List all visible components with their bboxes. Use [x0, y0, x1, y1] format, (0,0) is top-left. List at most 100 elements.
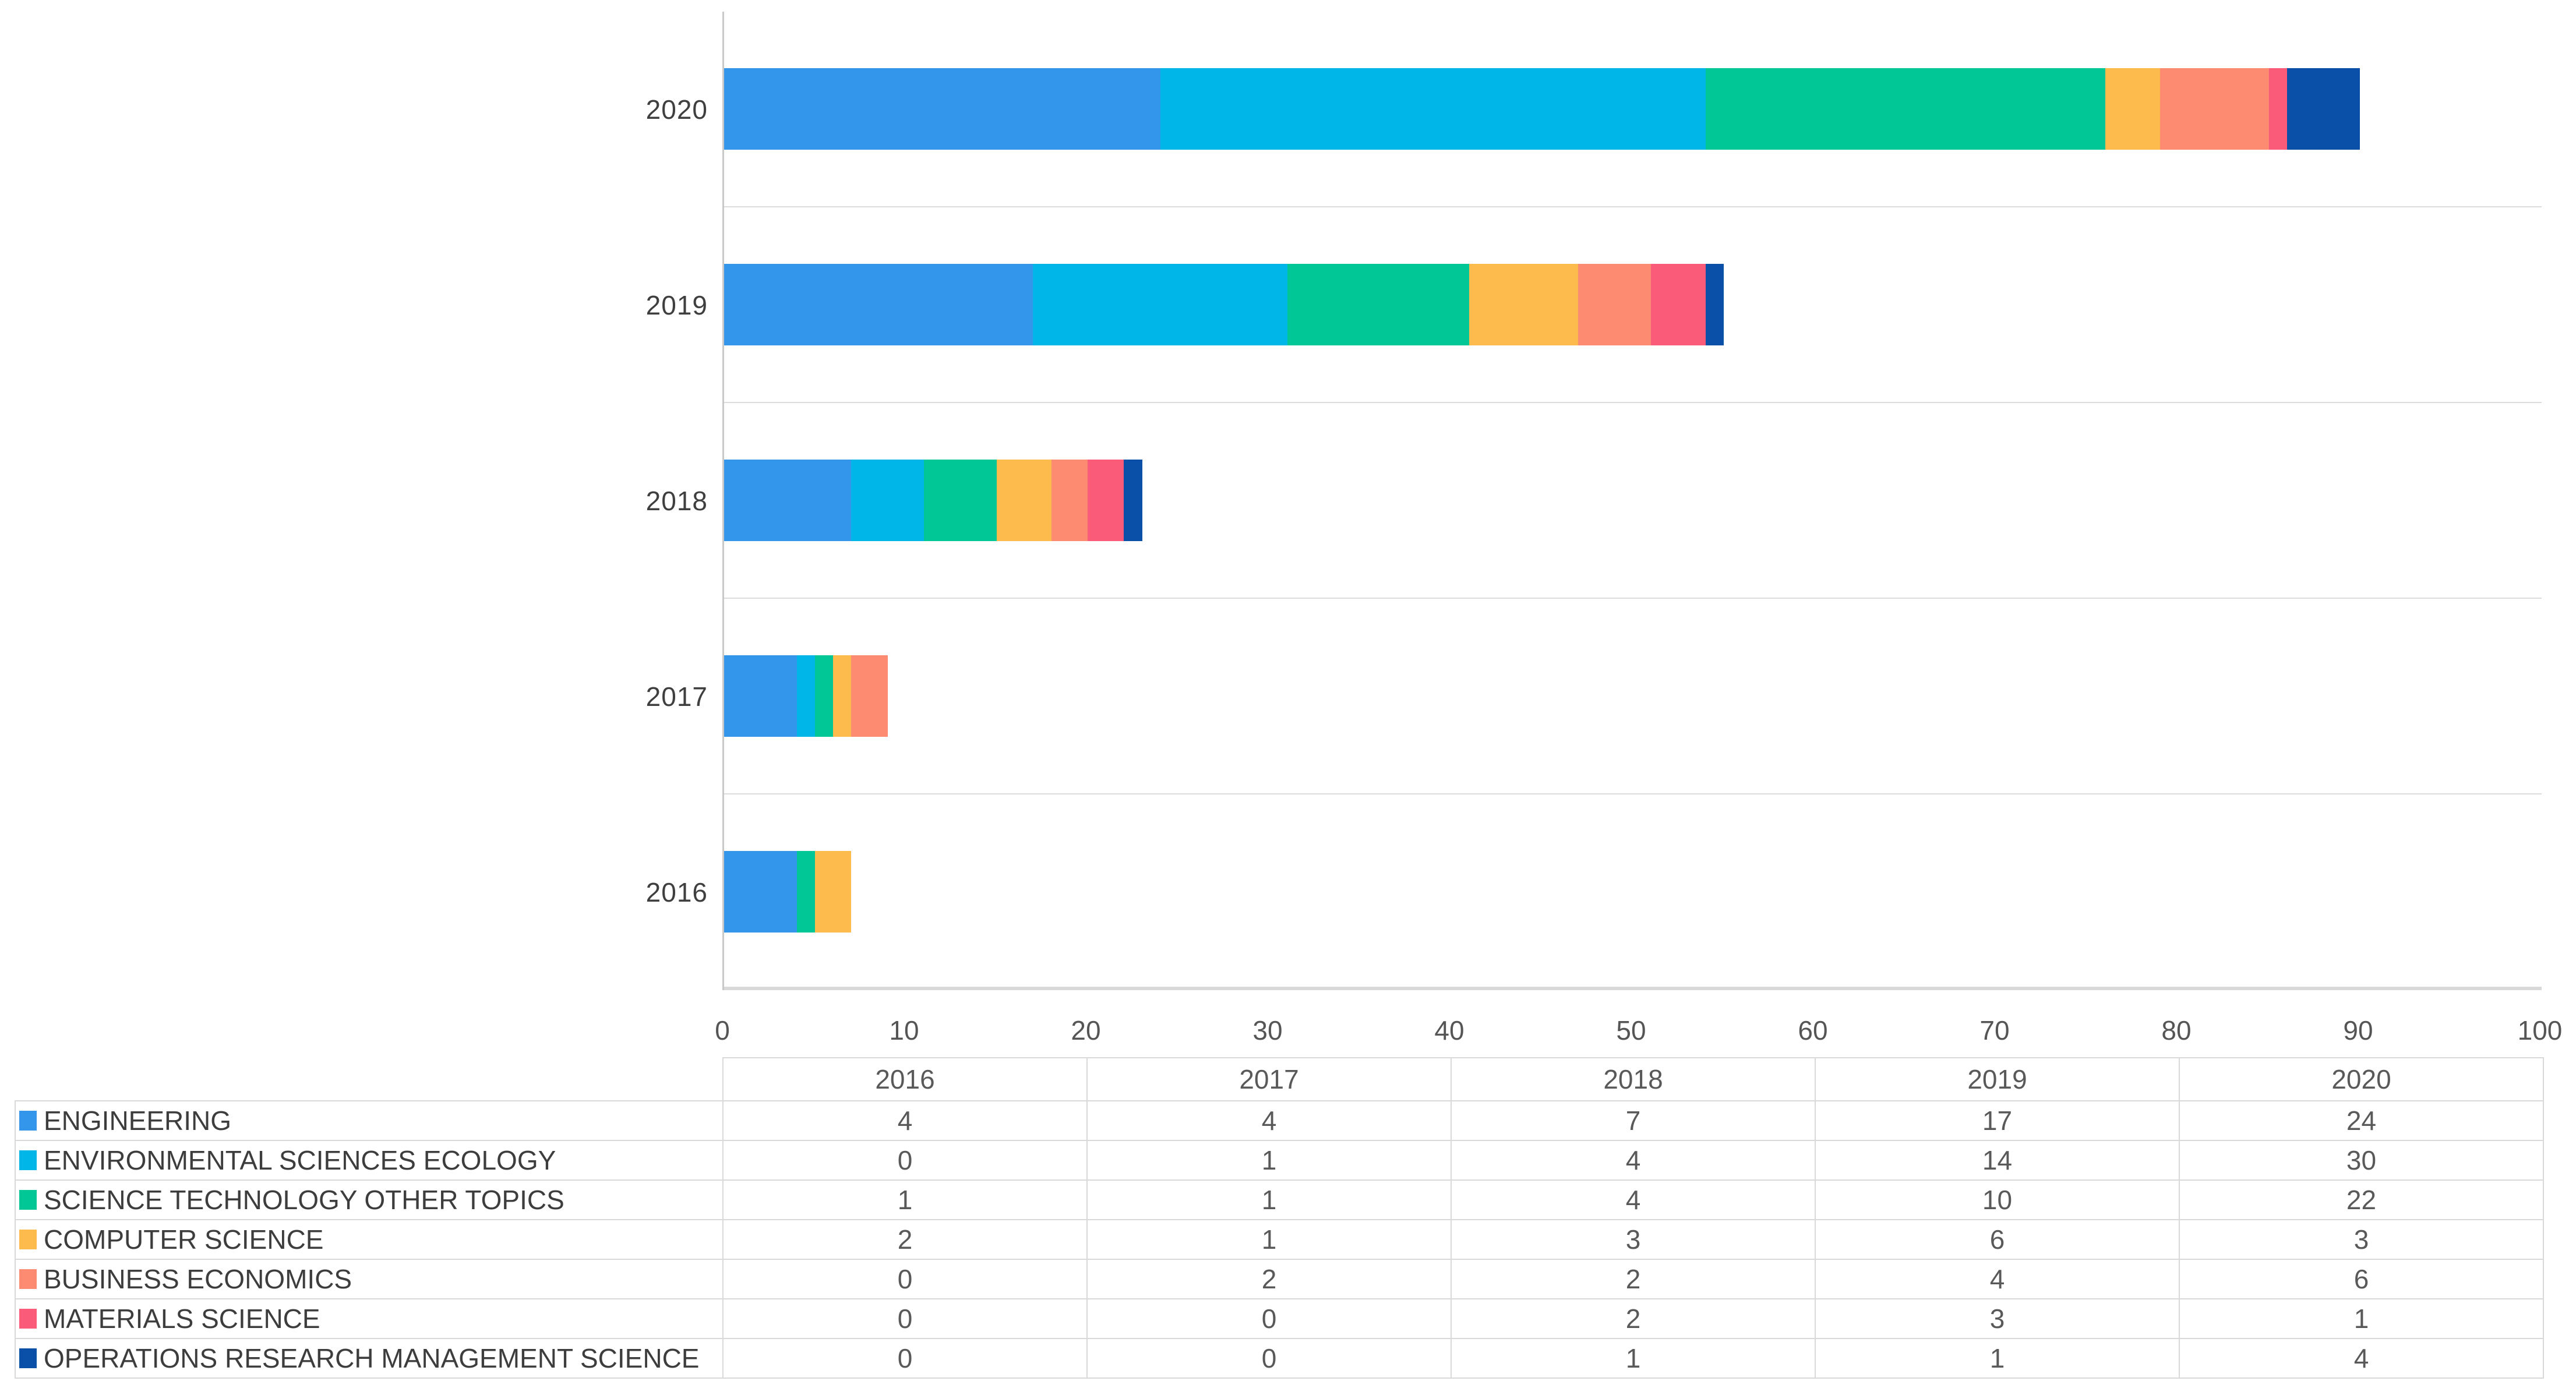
legend-label-text-engineering: ENGINEERING — [44, 1105, 232, 1136]
legend-label-text-science-technology-other-topics: SCIENCE TECHNOLOGY OTHER TOPICS — [44, 1185, 564, 1215]
table-row-operations-research-management-science: OPERATIONS RESEARCH MANAGEMENT SCIENCE 0 0… — [15, 1338, 2544, 1379]
table-cell-engineering-2019: 17 — [1815, 1100, 2180, 1141]
x-axis-tick-50: 50 — [1616, 1015, 1646, 1046]
table-cell-science-technology-other-topics-2017: 1 — [1086, 1179, 1452, 1220]
chart-row-2016 — [724, 794, 2542, 990]
table-cell-computer-science-2019: 6 — [1815, 1219, 2180, 1260]
legend-swatch-science-technology-other-topics — [19, 1190, 37, 1210]
legend-entry-computer-science: COMPUTER SCIENCE — [16, 1224, 722, 1255]
x-axis-tick-70: 70 — [1979, 1015, 2010, 1046]
legend-label-cell-environmental-sciences-ecology: ENVIRONMENTAL SCIENCES ECOLOGY — [15, 1140, 724, 1181]
bar-segment-2020-environmental-sciences-ecology — [1160, 68, 1706, 150]
table-cell-operations-research-management-science-2017: 0 — [1086, 1338, 1452, 1379]
bar-segment-2018-operations-research-management-science — [1124, 460, 1142, 541]
bar-segment-2019-science-technology-other-topics — [1287, 264, 1470, 345]
legend-label-text-computer-science: COMPUTER SCIENCE — [44, 1224, 324, 1255]
chart-row-2019 — [724, 207, 2542, 403]
legend-entry-environmental-sciences-ecology: ENVIRONMENTAL SCIENCES ECOLOGY — [16, 1145, 722, 1176]
x-axis-tick-40: 40 — [1434, 1015, 1465, 1046]
chart-row-2018 — [724, 403, 2542, 599]
table-cell-operations-research-management-science-2016: 0 — [722, 1338, 1088, 1379]
table-body: ENGINEERING 4 4 7 17 24 ENVIRONMENTAL SCIENCES… — [15, 1100, 2544, 1379]
legend-label-cell-operations-research-management-science: OPERATIONS RESEARCH MANAGEMENT SCIENCE — [15, 1338, 724, 1379]
bar-segment-2018-environmental-sciences-ecology — [851, 460, 924, 541]
table-header-row: 2016 2017 2018 2019 2020 — [15, 1057, 2544, 1101]
table-cell-computer-science-2020: 3 — [2179, 1219, 2544, 1260]
legend-label-cell-computer-science: COMPUTER SCIENCE — [15, 1219, 724, 1260]
table-row-environmental-sciences-ecology: ENVIRONMENTAL SCIENCES ECOLOGY 0 1 4 14 30 — [15, 1140, 2544, 1181]
bar-segment-2018-engineering — [724, 460, 852, 541]
chart-row-2017 — [724, 599, 2542, 794]
table-header-2018: 2018 — [1451, 1057, 1816, 1101]
legend-swatch-operations-research-management-science — [19, 1348, 37, 1368]
bar-segment-2019-operations-research-management-science — [1705, 264, 1724, 345]
bar-segment-2020-computer-science — [2105, 68, 2160, 150]
table-cell-business-economics-2018: 2 — [1451, 1259, 1816, 1299]
table-cell-environmental-sciences-ecology-2020: 30 — [2179, 1140, 2544, 1181]
bar-segment-2018-science-technology-other-topics — [924, 460, 997, 541]
table-header-2019: 2019 — [1815, 1057, 2180, 1101]
table-cell-computer-science-2016: 2 — [722, 1219, 1088, 1260]
table-cell-engineering-2016: 4 — [722, 1100, 1088, 1141]
table-cell-materials-science-2017: 0 — [1086, 1298, 1452, 1339]
x-axis-tick-0: 0 — [715, 1015, 730, 1046]
legend-swatch-computer-science — [19, 1230, 37, 1249]
y-axis-label-2020: 2020 — [645, 94, 708, 125]
x-axis-tick-60: 60 — [1798, 1015, 1828, 1046]
table-row-engineering: ENGINEERING 4 4 7 17 24 — [15, 1100, 2544, 1141]
bar-segment-2018-materials-science — [1087, 460, 1124, 541]
legend-swatch-materials-science — [19, 1309, 37, 1329]
legend-label-text-business-economics: BUSINESS ECONOMICS — [44, 1264, 352, 1294]
legend-entry-business-economics: BUSINESS ECONOMICS — [16, 1263, 722, 1295]
table-cell-operations-research-management-science-2019: 1 — [1815, 1338, 2180, 1379]
table-cell-science-technology-other-topics-2016: 1 — [722, 1179, 1088, 1220]
legend-swatch-business-economics — [19, 1269, 37, 1289]
x-axis-tick-30: 30 — [1252, 1015, 1283, 1046]
legend-label-text-materials-science: MATERIALS SCIENCE — [44, 1304, 320, 1334]
bar-segment-2020-materials-science — [2268, 68, 2288, 150]
legend-swatch-engineering — [19, 1111, 37, 1131]
y-axis-label-2016: 2016 — [645, 877, 708, 907]
stacked-bar-2018 — [724, 460, 1142, 541]
x-axis-tick-100: 100 — [2517, 1015, 2563, 1046]
x-axis-tick-20: 20 — [1071, 1015, 1101, 1046]
chart-data-table-wrap: 2016 2017 2018 2019 2020 ENGINEERING 4 4 7 17 24 E… — [15, 1057, 2544, 1379]
legend-label-cell-materials-science: MATERIALS SCIENCE — [15, 1298, 724, 1339]
table-header-2016: 2016 — [722, 1057, 1088, 1101]
bar-segment-2017-science-technology-other-topics — [814, 655, 834, 737]
table-cell-business-economics-2017: 2 — [1086, 1259, 1452, 1299]
table-cell-environmental-sciences-ecology-2017: 1 — [1086, 1140, 1452, 1181]
bar-segment-2019-engineering — [724, 264, 1033, 345]
legend-label-text-operations-research-management-science: OPERATIONS RESEARCH MANAGEMENT SCIENCE — [44, 1343, 700, 1373]
y-axis-label-2018: 2018 — [645, 486, 708, 516]
bar-segment-2016-computer-science — [814, 851, 852, 933]
table-cell-engineering-2018: 7 — [1451, 1100, 1816, 1141]
table-cell-business-economics-2020: 6 — [2179, 1259, 2544, 1299]
table-header-2017: 2017 — [1086, 1057, 1452, 1101]
chart-row-2020 — [724, 12, 2542, 207]
table-cell-business-economics-2019: 4 — [1815, 1259, 2180, 1299]
table-cell-business-economics-2016: 0 — [722, 1259, 1088, 1299]
bar-segment-2019-business-economics — [1578, 264, 1652, 345]
bar-segment-2017-engineering — [724, 655, 797, 737]
legend-entry-operations-research-management-science: OPERATIONS RESEARCH MANAGEMENT SCIENCE — [16, 1343, 722, 1374]
stacked-bar-2016 — [724, 851, 852, 933]
legend-swatch-environmental-sciences-ecology — [19, 1150, 37, 1170]
table-row-materials-science: MATERIALS SCIENCE 0 0 2 3 1 — [15, 1298, 2544, 1339]
table-cell-materials-science-2019: 3 — [1815, 1298, 2180, 1339]
table-cell-computer-science-2017: 1 — [1086, 1219, 1452, 1260]
bar-segment-2020-science-technology-other-topics — [1705, 68, 2106, 150]
x-axis-tick-10: 10 — [889, 1015, 919, 1046]
table-row-science-technology-other-topics: SCIENCE TECHNOLOGY OTHER TOPICS 1 1 4 10 22 — [15, 1179, 2544, 1220]
table-cell-operations-research-management-science-2020: 4 — [2179, 1338, 2544, 1379]
bar-segment-2019-computer-science — [1469, 264, 1579, 345]
table-header-blank — [15, 1058, 723, 1101]
y-axis-label-2017: 2017 — [645, 681, 708, 712]
table-cell-materials-science-2016: 0 — [722, 1298, 1088, 1339]
stacked-bar-2017 — [724, 655, 888, 737]
table-cell-science-technology-other-topics-2018: 4 — [1451, 1179, 1816, 1220]
table-cell-engineering-2017: 4 — [1086, 1100, 1452, 1141]
table-cell-environmental-sciences-ecology-2019: 14 — [1815, 1140, 2180, 1181]
stacked-bar-2020 — [724, 68, 2360, 150]
